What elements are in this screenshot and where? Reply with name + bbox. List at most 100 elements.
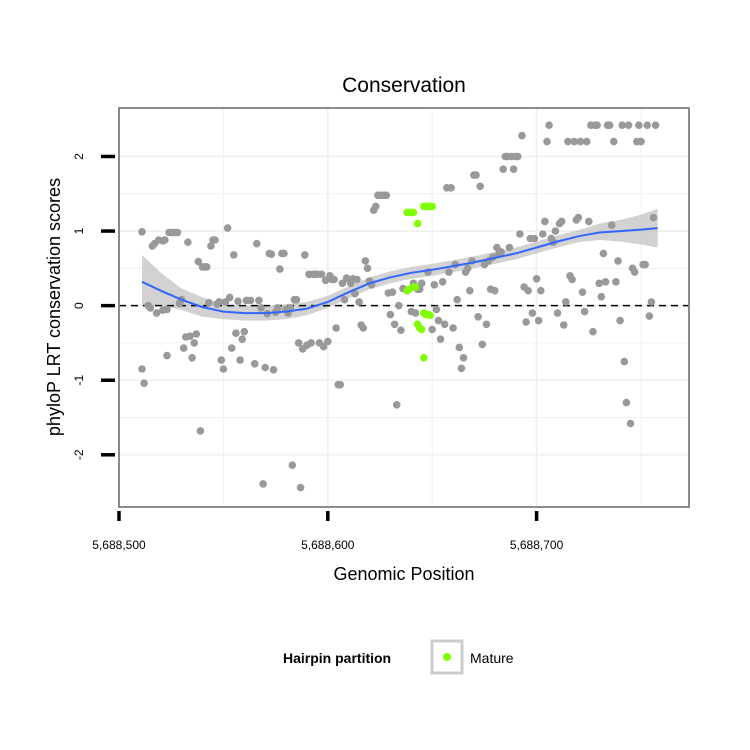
point: [332, 324, 340, 332]
point: [184, 238, 192, 246]
point: [428, 325, 437, 334]
point: [539, 230, 547, 238]
point: [140, 379, 148, 388]
point: [363, 264, 372, 273]
point: [288, 461, 297, 470]
point: [457, 364, 466, 373]
point: [280, 249, 288, 258]
point: [545, 121, 553, 129]
point: [202, 263, 211, 271]
point: [207, 242, 215, 250]
point: [499, 165, 508, 173]
point: [230, 251, 238, 259]
point: [217, 356, 226, 364]
point: [476, 182, 485, 191]
point: [595, 279, 603, 288]
point-mature: [420, 354, 428, 362]
point: [138, 365, 146, 373]
point: [478, 340, 487, 349]
point: [355, 298, 363, 306]
point: [194, 257, 203, 266]
point: [411, 309, 420, 317]
point: [472, 171, 480, 179]
point: [382, 191, 391, 200]
point: [528, 309, 537, 317]
point: [553, 309, 562, 317]
point: [163, 305, 171, 314]
y-tick-label: 2: [72, 153, 86, 160]
y-tick-label: -2: [72, 449, 86, 460]
point: [449, 324, 457, 332]
legend-key-mature: [443, 653, 451, 661]
point: [607, 221, 616, 229]
point: [491, 286, 499, 295]
x-tick-label: 5,688,500: [92, 538, 146, 552]
point: [240, 327, 249, 336]
point: [324, 337, 332, 346]
point: [192, 330, 201, 338]
point: [532, 275, 541, 283]
point: [161, 236, 169, 244]
point: [564, 137, 572, 146]
point: [223, 224, 232, 232]
point: [417, 279, 426, 288]
point: [616, 316, 624, 325]
point: [252, 239, 261, 248]
point: [645, 312, 654, 320]
point: [541, 217, 549, 226]
point: [463, 264, 472, 273]
point: [622, 398, 631, 407]
point: [568, 275, 576, 284]
point: [605, 121, 614, 129]
point: [624, 121, 633, 129]
point: [246, 296, 255, 305]
point: [643, 121, 651, 129]
point: [543, 137, 551, 146]
point-mature: [411, 283, 420, 291]
point: [576, 137, 585, 146]
point: [522, 318, 530, 326]
point: [238, 335, 246, 344]
point: [330, 275, 338, 284]
point: [557, 217, 566, 226]
legend-label-mature: Mature: [470, 650, 514, 666]
point: [395, 301, 403, 310]
x-tick-label: 5,688,600: [301, 538, 355, 552]
point: [635, 121, 643, 129]
point-mature: [426, 311, 434, 320]
confidence-band-area: [142, 208, 658, 321]
point: [294, 339, 303, 347]
point: [559, 321, 568, 329]
y-tick-label: 1: [72, 227, 86, 234]
point: [436, 335, 445, 344]
point: [276, 265, 284, 273]
point: [292, 295, 301, 304]
point: [599, 249, 608, 258]
point: [188, 354, 196, 362]
point: [453, 295, 462, 304]
point: [205, 298, 213, 307]
point: [649, 213, 658, 222]
point: [651, 121, 660, 129]
point: [509, 165, 518, 173]
point: [138, 228, 146, 236]
point: [570, 137, 578, 146]
point: [432, 305, 441, 314]
confidence-band: [142, 208, 658, 321]
y-axis-title: phyloP LRT conservation scores: [44, 178, 64, 436]
point: [534, 316, 543, 325]
point: [255, 296, 263, 305]
legend-title: Hairpin partition: [283, 650, 391, 666]
point: [610, 137, 618, 146]
point-mature: [428, 202, 437, 211]
point: [497, 248, 505, 256]
point: [585, 217, 593, 226]
point: [618, 121, 626, 129]
point: [434, 316, 443, 325]
point: [186, 332, 194, 341]
point: [163, 351, 171, 360]
x-tick-label: 5,688,700: [510, 538, 564, 552]
point: [505, 243, 514, 252]
point: [614, 257, 622, 265]
